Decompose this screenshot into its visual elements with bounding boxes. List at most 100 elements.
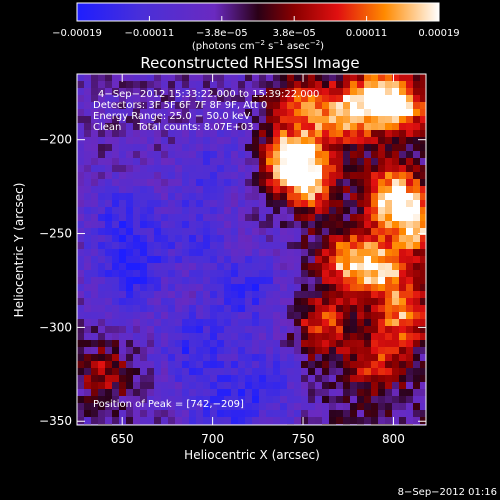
heatmap-cell	[413, 172, 421, 180]
heatmap-cell	[357, 291, 365, 299]
heatmap-cell	[175, 123, 183, 131]
heatmap-cell	[196, 123, 204, 131]
heatmap-cell	[420, 298, 427, 306]
heatmap-cell	[273, 123, 281, 131]
heatmap-cell	[224, 81, 232, 89]
heatmap-cell	[322, 403, 330, 411]
heatmap-cell	[175, 74, 183, 82]
heatmap-cell	[168, 151, 176, 159]
heatmap-cell	[280, 172, 288, 180]
heatmap-cell	[91, 200, 99, 208]
colorbar-unit: (photons cm−2 s−1 asec−2)	[192, 39, 324, 52]
heatmap-cell	[294, 88, 302, 96]
heatmap-cell	[196, 417, 204, 425]
heatmap-cell	[245, 333, 253, 341]
heatmap-cell	[91, 417, 99, 425]
heatmap-cell	[210, 375, 218, 383]
heatmap-cell	[322, 396, 330, 404]
heatmap-cell	[189, 144, 197, 152]
heatmap-cell	[406, 347, 414, 355]
heatmap-cell	[147, 263, 155, 271]
heatmap-cell	[371, 144, 379, 152]
heatmap-cell	[140, 221, 148, 229]
heatmap-cell	[203, 249, 211, 257]
annotation-time: 4−Sep−2012 15:33:22.000 to 15:39:22.000	[98, 89, 319, 100]
heatmap-cell	[238, 354, 246, 362]
heatmap-cell	[280, 144, 288, 152]
heatmap-cell	[126, 186, 134, 194]
heatmap-cell	[392, 298, 400, 306]
heatmap-cell	[126, 158, 134, 166]
heatmap-cell	[315, 214, 323, 222]
heatmap-cell	[147, 249, 155, 257]
heatmap-cell	[413, 263, 421, 271]
heatmap-cell	[280, 347, 288, 355]
heatmap-cell	[154, 361, 162, 369]
heatmap-cell	[77, 228, 85, 236]
heatmap-cell	[364, 95, 372, 103]
heatmap-cell	[252, 214, 260, 222]
heatmap-cell	[154, 270, 162, 278]
heatmap-cell	[175, 207, 183, 215]
heatmap-cell	[406, 249, 414, 257]
heatmap-cell	[140, 172, 148, 180]
heatmap-cell	[266, 123, 274, 131]
heatmap-cell	[259, 368, 267, 376]
heatmap-cell	[224, 347, 232, 355]
heatmap-cell	[357, 368, 365, 376]
heatmap-cell	[238, 74, 246, 82]
heatmap-cell	[392, 340, 400, 348]
heatmap-cell	[175, 389, 183, 397]
heatmap-cell	[245, 186, 253, 194]
heatmap-cell	[308, 305, 316, 313]
heatmap-cell	[315, 81, 323, 89]
heatmap-cell	[280, 95, 288, 103]
heatmap-cell	[371, 116, 379, 124]
heatmap-cell	[385, 228, 393, 236]
heatmap-cell	[329, 361, 337, 369]
heatmap-cell	[196, 193, 204, 201]
heatmap-cell	[203, 151, 211, 159]
heatmap-cell	[350, 193, 358, 201]
heatmap-cell	[273, 263, 281, 271]
heatmap-cell	[245, 305, 253, 313]
heatmap-cell	[357, 214, 365, 222]
heatmap-cell	[378, 333, 386, 341]
heatmap-cell	[413, 116, 421, 124]
annotation-clean: Clean Total counts: 8.07E+03	[93, 122, 253, 133]
heatmap-cell	[280, 319, 288, 327]
heatmap-cell	[322, 326, 330, 334]
heatmap-cell	[406, 221, 414, 229]
heatmap-cell	[175, 242, 183, 250]
heatmap-cell	[357, 74, 365, 82]
heatmap-cell	[196, 109, 204, 117]
heatmap-cell	[175, 396, 183, 404]
heatmap-cell	[322, 214, 330, 222]
heatmap-cell	[238, 242, 246, 250]
heatmap-cell	[357, 347, 365, 355]
heatmap-cell	[315, 368, 323, 376]
heatmap-cell	[105, 102, 113, 110]
heatmap-cell	[252, 221, 260, 229]
heatmap-cell	[224, 74, 232, 82]
heatmap-cell	[336, 270, 344, 278]
colorbar: −0.00019 −0.00011 −3.8e−05 3.8e−05 0.00011 0.…	[52, 2, 460, 52]
heatmap-cell	[420, 214, 427, 222]
heatmap-cell	[231, 165, 239, 173]
plot-frame	[76, 73, 427, 426]
heatmap-cell	[161, 361, 169, 369]
heatmap-cell	[196, 312, 204, 320]
heatmap-cell	[294, 130, 302, 138]
heatmap-cell	[189, 102, 197, 110]
heatmap-cell	[224, 319, 232, 327]
heatmap-cell	[371, 186, 379, 194]
heatmap-cell	[301, 95, 309, 103]
heatmap-cell	[350, 396, 358, 404]
heatmap-cell	[126, 305, 134, 313]
heatmap-cell	[294, 116, 302, 124]
heatmap-cell	[203, 396, 211, 404]
heatmap-cell	[371, 361, 379, 369]
colorbar-tick-label: 0.00011	[346, 28, 387, 39]
colorbar-tick-label: 0.00019	[418, 28, 459, 39]
heatmap-cell	[126, 298, 134, 306]
